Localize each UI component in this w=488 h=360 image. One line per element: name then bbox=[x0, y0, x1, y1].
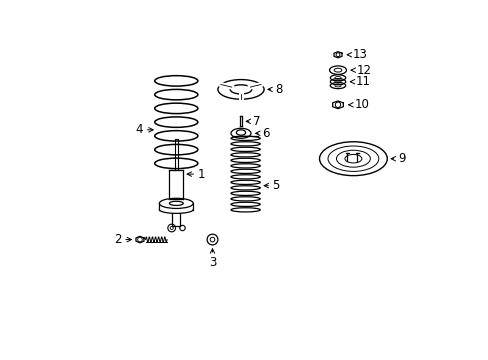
Text: 13: 13 bbox=[352, 48, 367, 61]
Text: 11: 11 bbox=[355, 75, 370, 88]
Text: 3: 3 bbox=[208, 256, 216, 270]
Text: 5: 5 bbox=[272, 179, 279, 192]
Text: 12: 12 bbox=[356, 64, 371, 77]
Text: 4: 4 bbox=[136, 123, 143, 136]
Text: 10: 10 bbox=[353, 98, 368, 111]
Text: 2: 2 bbox=[114, 233, 121, 246]
Text: 1: 1 bbox=[198, 168, 205, 181]
Text: 6: 6 bbox=[262, 127, 269, 140]
Text: 8: 8 bbox=[274, 83, 282, 96]
Text: 7: 7 bbox=[253, 115, 260, 128]
Text: 9: 9 bbox=[397, 152, 405, 165]
